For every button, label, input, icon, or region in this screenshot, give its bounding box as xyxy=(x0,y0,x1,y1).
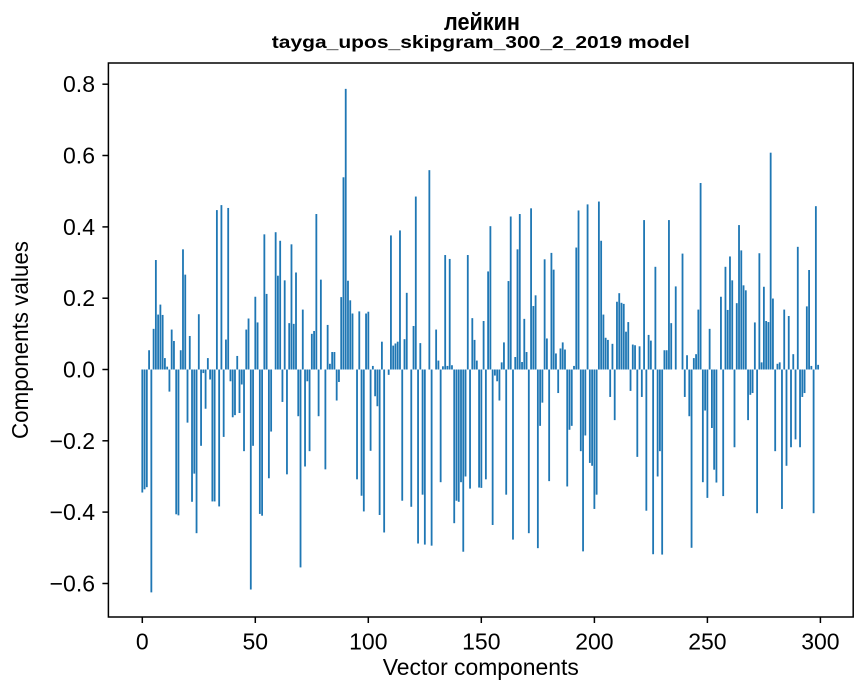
svg-text:250: 250 xyxy=(688,629,726,655)
svg-text:−0.2: −0.2 xyxy=(50,428,95,454)
svg-text:150: 150 xyxy=(462,629,500,655)
svg-text:лейкин: лейкин xyxy=(444,9,520,36)
svg-text:100: 100 xyxy=(349,629,387,655)
svg-text:0.4: 0.4 xyxy=(63,214,95,240)
svg-text:300: 300 xyxy=(801,629,839,655)
svg-text:200: 200 xyxy=(575,629,613,655)
svg-text:0: 0 xyxy=(136,629,149,655)
svg-text:0.2: 0.2 xyxy=(63,285,95,311)
svg-text:tayga_upos_skipgram_300_2_2019: tayga_upos_skipgram_300_2_2019 model xyxy=(272,32,690,52)
svg-text:Vector components: Vector components xyxy=(383,654,579,680)
svg-text:−0.4: −0.4 xyxy=(50,499,96,525)
svg-text:50: 50 xyxy=(243,629,269,655)
svg-text:0.6: 0.6 xyxy=(63,143,95,169)
svg-text:−0.6: −0.6 xyxy=(50,571,95,597)
svg-text:0.8: 0.8 xyxy=(63,71,95,97)
svg-text:0.0: 0.0 xyxy=(63,357,95,383)
svg-text:Components values: Components values xyxy=(7,241,33,439)
